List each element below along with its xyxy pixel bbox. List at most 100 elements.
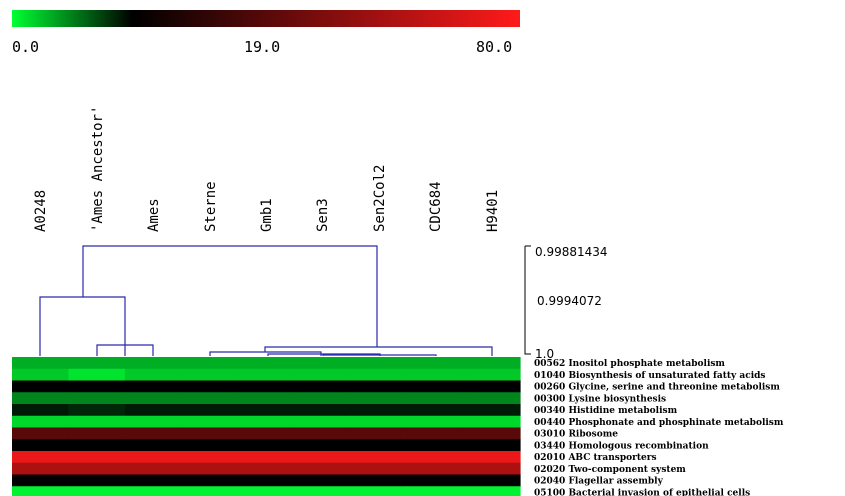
heatmap-cell <box>294 427 352 440</box>
heatmap-cell <box>181 357 239 370</box>
heatmap-cell <box>181 474 239 487</box>
heatmap-cell <box>124 368 182 381</box>
heatmap-cell <box>12 474 70 487</box>
row-label: 00562 Inositol phosphate metabolism <box>534 359 725 369</box>
heatmap-cell <box>68 486 126 496</box>
sample-label: Gmb1 <box>259 198 275 232</box>
heatmap-cell <box>463 357 521 370</box>
row-label: 00440 Phosphonate and phosphinate metabo… <box>534 418 784 428</box>
colorbar <box>12 10 520 27</box>
sample-label: A0248 <box>33 190 49 232</box>
scale-label-top: 0.99881434 <box>535 245 608 259</box>
heatmap-cell <box>237 357 295 370</box>
row-label: 00260 Glycine, serine and threonine meta… <box>534 383 780 393</box>
sample-labels: A0248 'Ames Ancestor' Ames Sterne Gmb1 Sen3 Se… <box>33 106 501 232</box>
dendrogram-scale <box>524 245 531 355</box>
heatmap-cell <box>181 439 239 452</box>
colorbar-tick-min: 0.0 <box>12 38 39 56</box>
heatmap-cell <box>237 486 295 496</box>
heatmap-cell <box>407 486 465 496</box>
heatmap-cell <box>12 427 70 440</box>
row-label: 02010 ABC transporters <box>534 453 657 463</box>
heatmap-cell <box>350 451 408 464</box>
heatmap-cell <box>12 486 70 496</box>
row-label: 01040 Biosynthesis of unsaturated fatty … <box>534 371 765 381</box>
heatmap-cell <box>294 404 352 417</box>
heatmap-cell <box>463 392 521 405</box>
row-label: 03010 Ribosome <box>534 430 618 440</box>
heatmap-cell <box>12 415 70 428</box>
heatmap-cell <box>124 415 182 428</box>
heatmap-cell <box>407 427 465 440</box>
sample-label: Ames <box>146 198 162 232</box>
heatmap-cell <box>350 415 408 428</box>
heatmap-cell <box>407 368 465 381</box>
heatmap-cell <box>407 392 465 405</box>
heatmap-cell <box>294 486 352 496</box>
heatmap-cell <box>68 415 126 428</box>
heatmap-cell <box>350 380 408 393</box>
heatmap-cell <box>68 380 126 393</box>
heatmap-cell <box>181 368 239 381</box>
heatmap-cells <box>12 357 521 496</box>
heatmap-cell <box>181 380 239 393</box>
heatmap-cell <box>294 392 352 405</box>
heatmap-cell <box>181 427 239 440</box>
heatmap-cell <box>124 462 182 475</box>
scale-label-mid: 0.9994072 <box>537 294 602 308</box>
heatmap-cell <box>124 474 182 487</box>
heatmap-cell <box>237 427 295 440</box>
heatmap-cell <box>407 380 465 393</box>
sample-label: CDC684 <box>428 181 444 232</box>
heatmap-cell <box>463 415 521 428</box>
heatmap-cell <box>463 368 521 381</box>
heatmap-cell <box>12 404 70 417</box>
heatmap-cell <box>68 404 126 417</box>
heatmap-cell <box>124 392 182 405</box>
heatmap-cell <box>237 462 295 475</box>
heatmap-cell <box>294 357 352 370</box>
heatmap-cell <box>12 392 70 405</box>
heatmap-cell <box>294 368 352 381</box>
heatmap-cell <box>294 474 352 487</box>
heatmap-cell <box>124 404 182 417</box>
heatmap-cell <box>124 486 182 496</box>
heatmap-cell <box>124 439 182 452</box>
dendrogram-branch <box>322 354 437 356</box>
heatmap-cell <box>350 368 408 381</box>
heatmap-cell <box>237 415 295 428</box>
row-label: 05100 Bacterial invasion of epithelial c… <box>534 488 750 496</box>
heatmap-cell <box>407 439 465 452</box>
dendrogram-branch <box>96 344 154 356</box>
sample-dendrogram <box>39 245 493 356</box>
heatmap-cell <box>350 439 408 452</box>
heatmap-cell <box>12 451 70 464</box>
heatmap-cell <box>237 368 295 381</box>
heatmap-cell <box>350 462 408 475</box>
heatmap-cell <box>294 439 352 452</box>
heatmap-cell <box>181 462 239 475</box>
heatmap-cell <box>407 474 465 487</box>
row-label: 00300 Lysine biosynthesis <box>534 394 666 404</box>
heatmap-cell <box>181 392 239 405</box>
heatmap-cell <box>463 404 521 417</box>
sample-label: H9401 <box>485 190 501 232</box>
heatmap-cell <box>237 392 295 405</box>
heatmap-cell <box>124 427 182 440</box>
heatmap-cell <box>237 404 295 417</box>
heatmap-cell <box>463 439 521 452</box>
heatmap-cell <box>68 462 126 475</box>
heatmap-cell <box>12 380 70 393</box>
row-label: 03440 Homologous recombination <box>534 441 709 451</box>
heatmap-cell <box>350 427 408 440</box>
heatmap-cell <box>350 474 408 487</box>
heatmap-cell <box>181 451 239 464</box>
heatmap-cell <box>350 357 408 370</box>
heatmap-cell <box>463 462 521 475</box>
sample-label: 'Ames Ancestor' <box>90 106 106 232</box>
dendrogram-branch <box>82 245 378 347</box>
heatmap-cell <box>350 392 408 405</box>
heatmap-cell <box>294 380 352 393</box>
sample-label: Sterne <box>203 181 219 232</box>
